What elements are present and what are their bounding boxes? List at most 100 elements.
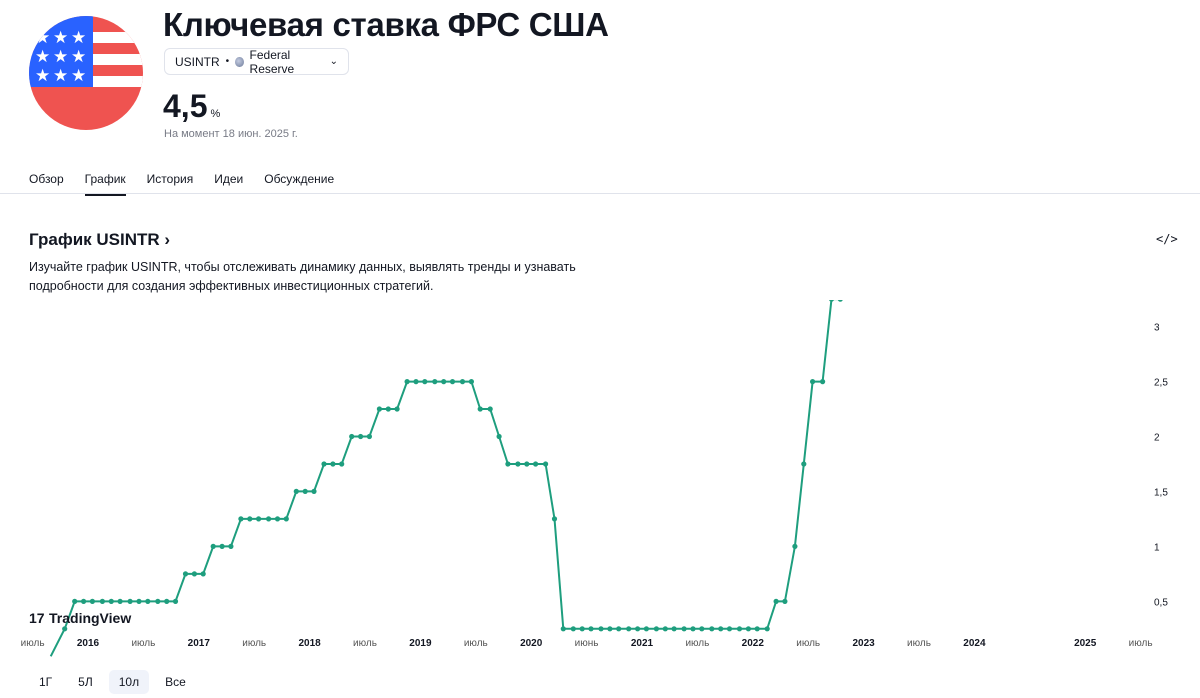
range-5y-button[interactable]: 5Л xyxy=(78,675,93,689)
x-tick-label: июль xyxy=(1129,638,1153,649)
data-point xyxy=(302,488,308,494)
data-point xyxy=(219,543,225,549)
data-point xyxy=(358,433,364,440)
data-point xyxy=(81,598,87,604)
data-point xyxy=(459,379,466,385)
svg-text:★: ★ xyxy=(35,47,50,67)
data-point xyxy=(551,516,558,522)
data-point xyxy=(182,571,189,577)
data-point xyxy=(635,626,641,632)
x-tick-label: июль xyxy=(796,638,820,649)
data-point xyxy=(598,626,604,632)
section-title-link[interactable]: График USINTR › xyxy=(29,230,170,250)
data-point xyxy=(330,461,336,467)
data-point xyxy=(505,461,511,467)
section-arrow: › xyxy=(164,230,171,249)
data-point xyxy=(127,598,133,604)
data-point xyxy=(449,379,456,385)
range-all-button[interactable]: Все xyxy=(165,675,186,689)
data-point xyxy=(726,626,733,632)
value-unit: % xyxy=(210,108,221,120)
x-tick-label: 2021 xyxy=(631,638,654,649)
tab-discussion[interactable]: Обсуждение xyxy=(264,172,335,186)
data-point xyxy=(754,626,760,632)
data-point xyxy=(671,626,677,632)
data-point xyxy=(588,626,594,632)
svg-text:★: ★ xyxy=(35,66,50,86)
data-point xyxy=(662,626,668,632)
data-point xyxy=(560,626,566,632)
range-selector: 1Г 5Л 10л Все xyxy=(29,670,196,694)
x-tick-label: июль xyxy=(685,638,709,649)
series-line xyxy=(49,300,842,657)
tradingview-watermark: TradingView xyxy=(49,610,131,626)
x-tick-label: 2020 xyxy=(520,638,543,649)
data-point xyxy=(145,598,151,604)
data-point xyxy=(543,461,549,467)
data-point xyxy=(764,626,770,632)
chevron-down-icon: ⌄ xyxy=(329,56,338,67)
data-point xyxy=(801,461,807,467)
x-tick-label: 2023 xyxy=(852,638,875,649)
data-point xyxy=(782,598,788,604)
data-point xyxy=(413,379,419,385)
data-point xyxy=(441,379,447,385)
data-point xyxy=(718,626,724,632)
ticker-source-dropdown[interactable]: USINTR • Federal Reserve ⌄ xyxy=(164,47,349,76)
us-flag-icon: ★ ★ ★ ★ ★ ★ ★ ★ ★ xyxy=(29,16,143,130)
code-icon[interactable]: </> xyxy=(1156,232,1178,246)
tabs-divider xyxy=(0,193,1200,194)
data-point xyxy=(487,406,493,412)
as-of-date: На момент 18 июн. 2025 г. xyxy=(164,128,298,140)
svg-text:★: ★ xyxy=(35,28,50,48)
x-tick-label: июль xyxy=(353,638,377,649)
data-point xyxy=(210,543,216,549)
y-tick-label: 1,5 xyxy=(1154,487,1168,498)
svg-text:★: ★ xyxy=(53,28,68,48)
data-point xyxy=(62,626,68,632)
x-tick-label: июнь xyxy=(575,638,599,649)
data-point xyxy=(515,461,521,467)
x-tick-label: июль xyxy=(464,638,488,649)
source-label: Federal Reserve xyxy=(249,47,295,76)
svg-text:★: ★ xyxy=(53,66,68,86)
range-10y-button[interactable]: 10л xyxy=(108,670,150,694)
data-point xyxy=(108,598,114,604)
separator-dot: • xyxy=(225,56,230,67)
x-tick-label: июль xyxy=(242,638,266,649)
tab-bar: Обзор График История Идеи Обсуждение xyxy=(29,172,355,196)
data-point xyxy=(293,488,299,494)
data-point xyxy=(643,626,650,632)
data-point xyxy=(72,598,78,604)
svg-text:★: ★ xyxy=(71,66,86,86)
svg-text:★: ★ xyxy=(71,47,86,67)
data-point xyxy=(200,571,206,577)
tab-ideas[interactable]: Идеи xyxy=(214,172,244,186)
data-point xyxy=(524,461,530,467)
page-title: Ключевая ставка ФРС США xyxy=(163,6,609,43)
tradingview-logo[interactable]: 17 TradingView xyxy=(29,610,131,626)
range-1y-button[interactable]: 1Г xyxy=(39,675,53,689)
data-point xyxy=(579,626,585,632)
tab-overview[interactable]: Обзор xyxy=(29,172,64,186)
data-point xyxy=(172,598,179,604)
data-point xyxy=(376,406,382,412)
current-value: 4,5% xyxy=(163,88,220,125)
data-point xyxy=(820,379,826,385)
tab-chart[interactable]: График xyxy=(84,172,126,196)
rate-chart[interactable]: 0,511,522,533,544,555,5 июль2016июль2017… xyxy=(0,300,1200,658)
data-point xyxy=(321,461,327,467)
data-point xyxy=(155,598,161,604)
x-tick-label: июль xyxy=(131,638,155,649)
x-tick-label: 2024 xyxy=(963,638,986,649)
x-tick-label: июль xyxy=(907,638,931,649)
data-point xyxy=(468,379,474,385)
data-point xyxy=(266,516,272,522)
y-tick-label: 2,5 xyxy=(1154,378,1168,389)
data-point xyxy=(709,626,715,632)
data-point xyxy=(810,379,816,385)
data-point xyxy=(191,571,197,577)
data-point xyxy=(432,379,438,385)
data-point xyxy=(228,543,234,549)
tab-history[interactable]: История xyxy=(146,172,194,186)
